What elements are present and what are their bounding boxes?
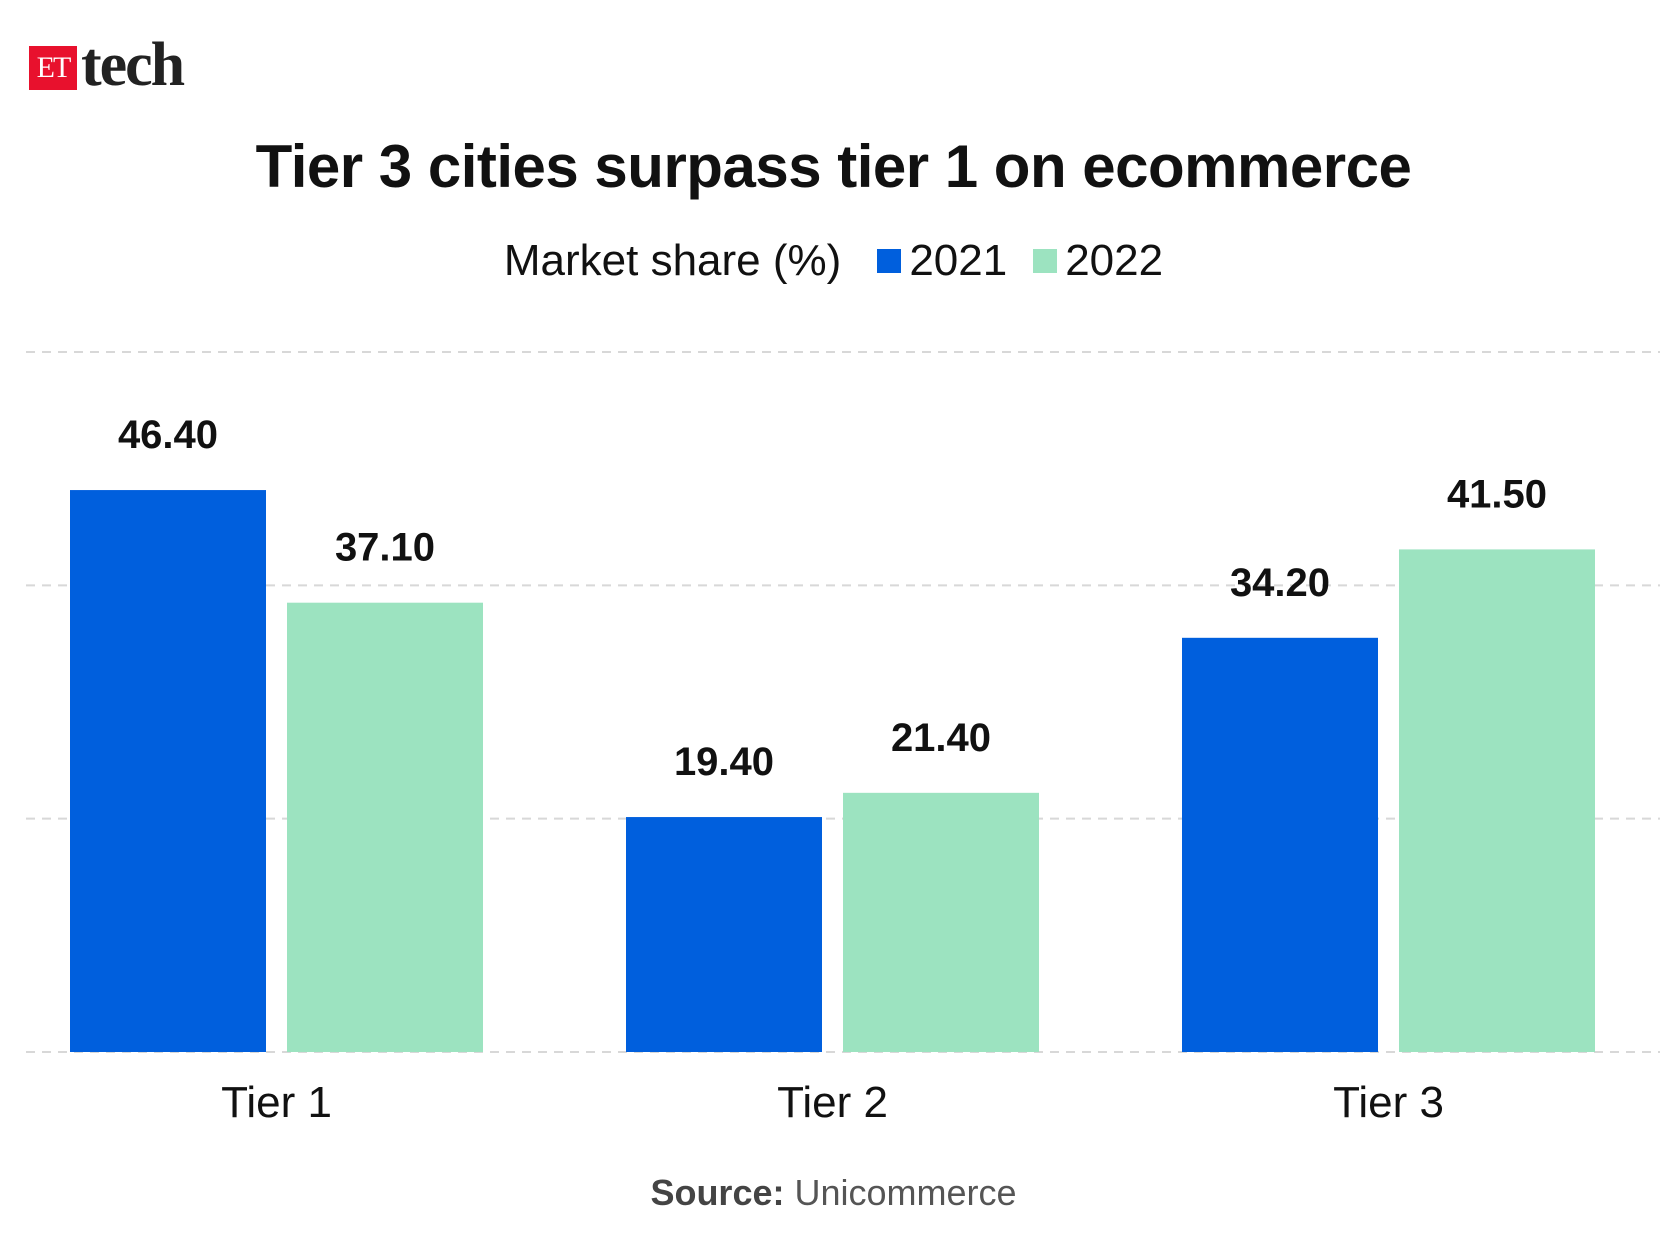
data-label: 41.50 bbox=[1447, 472, 1547, 516]
data-label: 19.40 bbox=[674, 740, 774, 784]
logo-et: ET bbox=[29, 46, 77, 90]
source-text: Unicommerce bbox=[794, 1172, 1017, 1213]
source: Source: Unicommerce bbox=[0, 1172, 1667, 1214]
bar-2022-tier-1 bbox=[287, 602, 483, 1052]
legend-label-2022: 2022 bbox=[1065, 236, 1164, 285]
x-tick-label: Tier 3 bbox=[1333, 1078, 1444, 1127]
data-label: 21.40 bbox=[891, 716, 991, 760]
data-label: 46.40 bbox=[118, 413, 218, 457]
x-tick-label: Tier 1 bbox=[221, 1078, 332, 1127]
bar-2021-tier-2 bbox=[626, 817, 822, 1052]
data-label: 37.10 bbox=[335, 526, 435, 570]
bar-2021-tier-3 bbox=[1182, 637, 1378, 1052]
x-tick-label: Tier 2 bbox=[777, 1078, 888, 1127]
legend-label-2021: 2021 bbox=[909, 236, 1008, 285]
logo-tech: tech bbox=[81, 31, 185, 99]
legend-subtitle: Market share (%) bbox=[503, 236, 842, 285]
bar-2022-tier-3 bbox=[1399, 549, 1595, 1052]
legend: Market share (%) 2021 2022 bbox=[0, 236, 1667, 286]
chart-title: Tier 3 cities surpass tier 1 on ecommerc… bbox=[255, 133, 1412, 200]
bar-2021-tier-1 bbox=[70, 490, 266, 1053]
legend-swatch-2022 bbox=[1033, 249, 1058, 273]
bar-2022-tier-2 bbox=[843, 792, 1039, 1052]
source-label: Source: bbox=[650, 1172, 785, 1213]
legend-swatch-2021 bbox=[877, 249, 902, 273]
et-tech-logo: ET tech bbox=[29, 31, 185, 99]
data-label: 34.20 bbox=[1230, 561, 1330, 605]
